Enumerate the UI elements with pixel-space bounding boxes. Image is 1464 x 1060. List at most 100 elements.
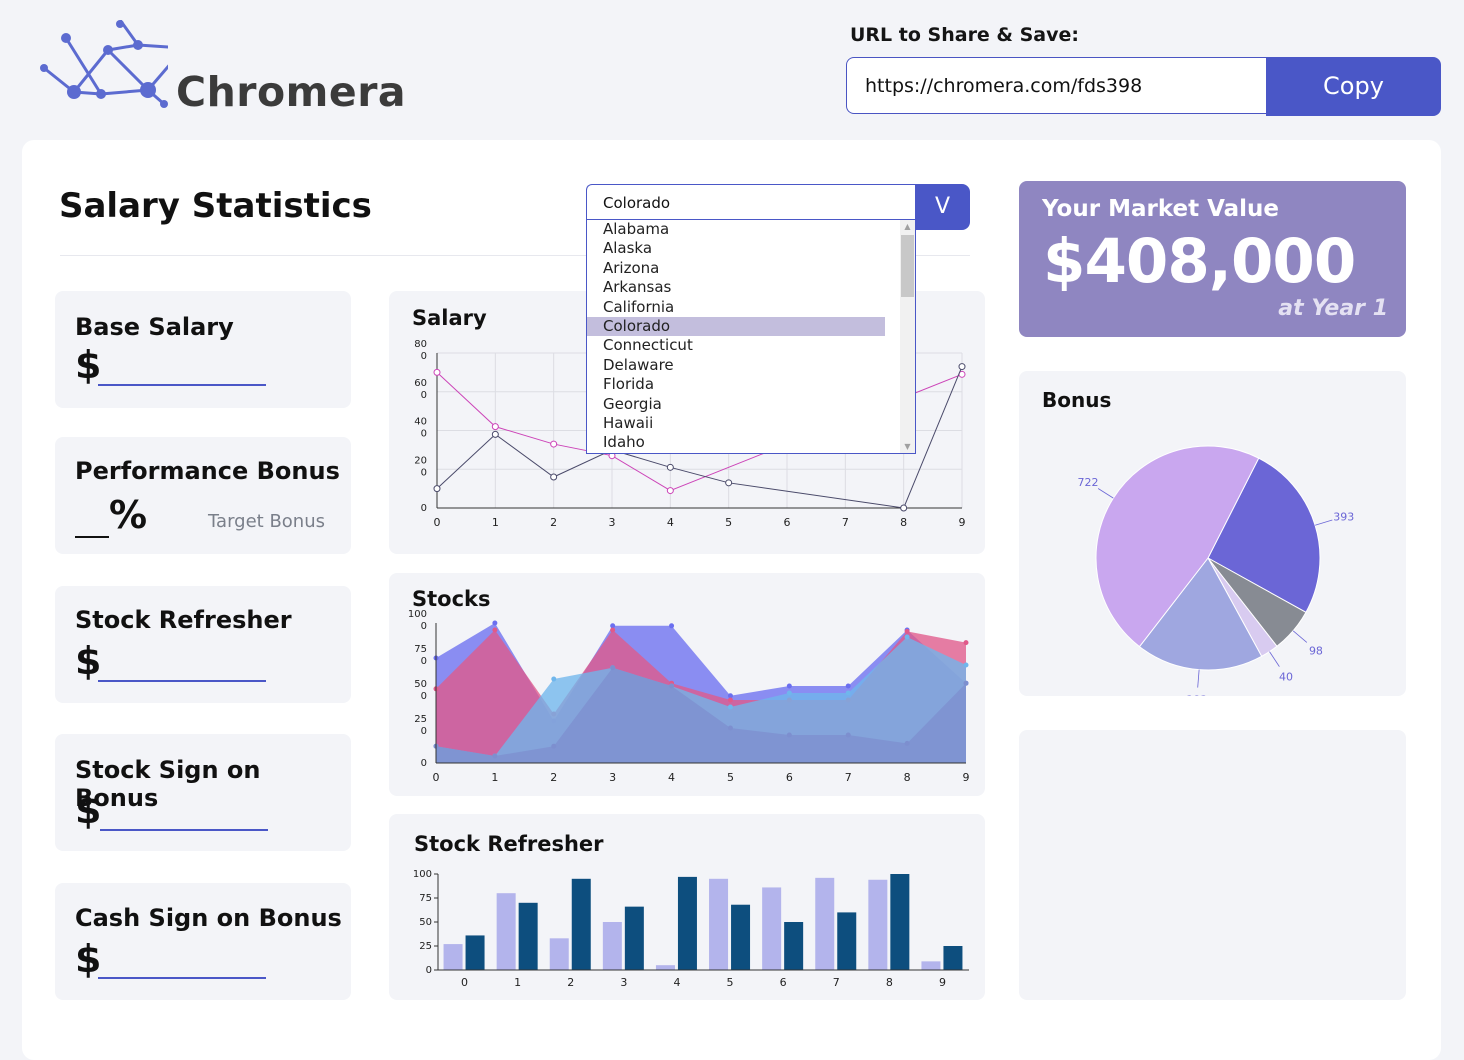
stock-refresher-input[interactable] xyxy=(98,680,266,682)
stock-refresher-chart-title: Stock Refresher xyxy=(414,832,604,856)
leader-line xyxy=(1269,651,1280,667)
target-bonus-hint: Target Bonus xyxy=(208,511,325,532)
x-tick-label: 1 xyxy=(492,516,499,529)
molecule-logo-icon xyxy=(40,19,189,108)
x-tick-label: 0 xyxy=(461,976,468,989)
slice-label: 393 xyxy=(1333,510,1354,523)
copy-url-button[interactable]: Copy xyxy=(1266,57,1441,116)
state-option[interactable]: Connecticut xyxy=(603,336,693,355)
state-option[interactable]: California xyxy=(603,297,675,316)
data-point xyxy=(666,463,674,471)
stocks-chart-card: Stocks 0 25 0 50 0 75 0 100 0 0 1 2 3 4 5 6 7 8 9 xyxy=(389,573,985,796)
x-tick-label: 2 xyxy=(550,771,557,784)
data-point xyxy=(666,487,674,495)
performance-bonus-panel: Performance Bonus % Target Bonus xyxy=(55,437,351,554)
y-tick-label: 0 xyxy=(421,656,427,667)
stock-sign-on-currency: $ xyxy=(75,788,102,832)
data-point xyxy=(727,697,733,703)
bar xyxy=(677,876,697,970)
state-option[interactable]: Idaho xyxy=(603,433,645,452)
scroll-down-icon[interactable]: ▼ xyxy=(904,442,911,451)
base-salary-input[interactable] xyxy=(98,384,266,386)
data-point xyxy=(433,368,441,376)
data-point xyxy=(904,628,910,634)
bonus-chart-title: Bonus xyxy=(1042,388,1112,412)
data-point xyxy=(491,423,499,431)
data-point xyxy=(492,753,498,759)
state-option[interactable]: Florida xyxy=(603,375,655,394)
x-tick-label: 6 xyxy=(780,976,787,989)
performance-bonus-label: Performance Bonus xyxy=(75,457,340,485)
stock-refresher-currency: $ xyxy=(75,639,102,683)
stock-refresher-chart-card: Stock Refresher 0 1 2 3 4 5 6 7 8 9 0 25 50 75 100 xyxy=(389,814,985,1000)
base-salary-currency: $ xyxy=(75,343,102,387)
bonus-chart-card: Bonus 393 98 40 283 722 xyxy=(1019,371,1406,696)
x-tick-label: 8 xyxy=(900,516,907,529)
bar xyxy=(890,874,910,970)
y-tick-label: 40 xyxy=(414,417,427,428)
bar xyxy=(549,938,569,970)
state-select[interactable]: Colorado xyxy=(586,184,916,220)
x-tick-label: 9 xyxy=(963,771,970,784)
scroll-up-icon[interactable]: ▲ xyxy=(904,222,911,231)
bar xyxy=(943,946,963,970)
brand-name: Chromera xyxy=(176,68,407,116)
state-option[interactable]: Arizona xyxy=(603,258,660,277)
data-point xyxy=(491,430,499,438)
stock-sign-on-panel: Stock Sign on Bonus $ xyxy=(55,734,351,851)
x-tick-label: 4 xyxy=(668,771,675,784)
series-line xyxy=(436,366,963,509)
performance-bonus-input[interactable] xyxy=(75,536,109,538)
bar xyxy=(465,935,485,970)
x-tick-label: 7 xyxy=(842,516,849,529)
data-point xyxy=(900,504,908,512)
y-tick-label: 0 xyxy=(421,691,427,702)
data-point xyxy=(786,690,792,696)
bar xyxy=(837,912,857,970)
cash-sign-on-currency: $ xyxy=(75,937,102,981)
market-value-card: Your Market Value $408,000 at Year 1 xyxy=(1019,181,1406,337)
state-option[interactable]: Alaska xyxy=(603,239,653,258)
state-option[interactable]: Delaware xyxy=(603,355,674,374)
x-tick-label: 6 xyxy=(786,771,793,784)
bar xyxy=(709,878,729,970)
data-point xyxy=(610,665,616,671)
stock-sign-on-input[interactable] xyxy=(100,829,268,831)
x-tick-label: 6 xyxy=(784,516,791,529)
data-point xyxy=(669,623,675,629)
scroll-thumb[interactable] xyxy=(901,235,914,297)
state-options-list[interactable]: Alabama Alaska Arizona Arkansas California Co… xyxy=(586,220,916,454)
base-salary-label: Base Salary xyxy=(75,313,234,341)
data-point xyxy=(727,704,733,710)
y-tick-label: 50 xyxy=(419,917,432,928)
y-tick-label: 100 xyxy=(408,609,427,620)
y-tick-label: 75 xyxy=(419,893,432,904)
bar xyxy=(762,887,782,970)
state-option[interactable]: Arkansas xyxy=(603,278,672,297)
x-tick-label: 8 xyxy=(904,771,911,784)
y-tick-label: 0 xyxy=(421,390,427,401)
data-point xyxy=(725,479,733,487)
stock-sign-on-label: Stock Sign on Bonus xyxy=(75,756,261,812)
state-option[interactable]: Georgia xyxy=(603,394,662,413)
salary-chart-title: Salary xyxy=(412,306,487,330)
cash-sign-on-panel: Cash Sign on Bonus $ xyxy=(55,883,351,1000)
cash-sign-on-input[interactable] xyxy=(98,977,266,979)
x-tick-label: 7 xyxy=(833,976,840,989)
x-tick-label: 0 xyxy=(434,516,441,529)
state-option[interactable]: Colorado xyxy=(587,316,885,337)
y-tick-label: 60 xyxy=(414,378,427,389)
data-point xyxy=(845,690,851,696)
state-dropdown-button[interactable]: V xyxy=(915,184,970,230)
pie-slice xyxy=(1207,457,1321,614)
y-tick-label: 0 xyxy=(421,429,427,440)
data-point xyxy=(845,683,851,689)
state-list-scrollbar[interactable]: ▲ ▼ xyxy=(900,220,915,453)
share-url-input[interactable]: https://chromera.com/fds398 xyxy=(846,57,1267,114)
state-option[interactable]: Alabama xyxy=(603,220,670,238)
x-tick-label: 9 xyxy=(939,976,946,989)
percent-sign: % xyxy=(109,493,148,537)
y-tick-label: 0 xyxy=(421,467,427,478)
state-option[interactable]: Hawaii xyxy=(603,413,654,432)
